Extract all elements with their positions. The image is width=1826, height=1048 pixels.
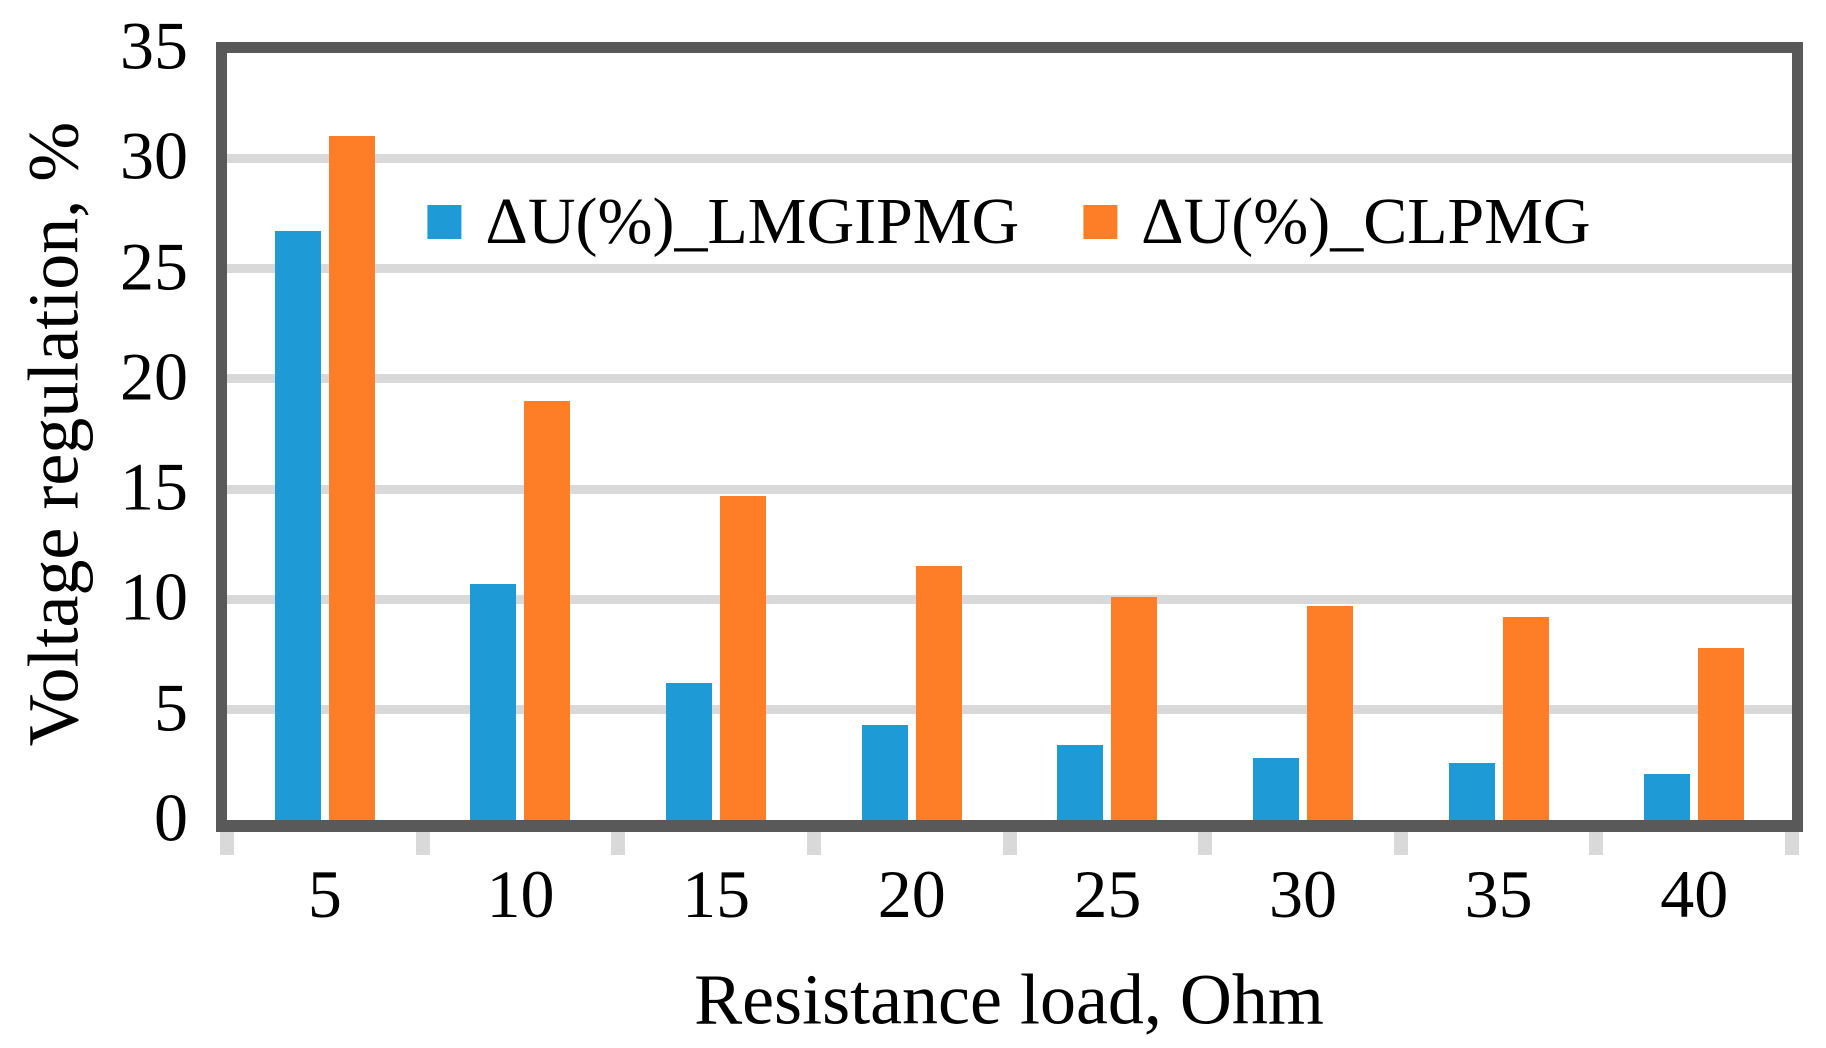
x-tick-mark-1 — [415, 832, 430, 855]
bar-lmgipmg-30 — [1252, 758, 1299, 820]
bar-clpmg-10 — [524, 400, 571, 820]
x-tick-mark-0 — [220, 832, 234, 855]
bar-clpmg-40 — [1698, 647, 1745, 820]
x-tick-mark-7 — [1589, 832, 1604, 855]
x-tick-label-20: 20 — [877, 856, 946, 932]
y-tick-label-20: 20 — [120, 338, 188, 415]
gridline-20 — [227, 374, 1792, 384]
bar-clpmg-30 — [1306, 606, 1353, 820]
bar-lmgipmg-5 — [274, 231, 321, 820]
gridline-25 — [227, 264, 1792, 274]
gridline-5 — [227, 705, 1792, 715]
y-axis-title: Voltage regulation, % — [13, 121, 94, 747]
bar-clpmg-25 — [1111, 597, 1158, 820]
x-tick-mark-6 — [1393, 832, 1408, 855]
bar-clpmg-5 — [328, 136, 375, 820]
y-tick-label-5: 5 — [154, 668, 188, 745]
x-tick-mark-8 — [1785, 832, 1799, 855]
gridline-30 — [227, 153, 1792, 163]
legend-swatch-orange — [1083, 205, 1118, 239]
legend-item-lmgipmg: ΔU(%)_LMGIPMG — [427, 189, 1019, 255]
y-tick-label-15: 15 — [120, 448, 188, 525]
bar-clpmg-20 — [915, 566, 962, 820]
plot-frame — [216, 42, 1803, 832]
bar-lmgipmg-10 — [470, 583, 517, 820]
legend-item-clpmg: ΔU(%)_CLPMG — [1083, 185, 1591, 258]
x-tick-label-40: 40 — [1660, 856, 1729, 932]
x-tick-mark-4 — [1002, 832, 1017, 855]
gridline-15 — [227, 484, 1792, 494]
y-tick-label-25: 25 — [120, 227, 188, 304]
bar-lmgipmg-25 — [1057, 745, 1104, 820]
x-tick-mark-2 — [611, 832, 626, 855]
bar-lmgipmg-40 — [1644, 773, 1691, 820]
bar-lmgipmg-35 — [1448, 762, 1495, 820]
x-tick-label-10: 10 — [486, 856, 555, 932]
x-tick-label-5: 5 — [307, 856, 342, 932]
gridline-10 — [227, 594, 1792, 604]
legend-label-clpmg: ΔU(%)_CLPMG — [1141, 185, 1591, 258]
bar-lmgipmg-15 — [666, 683, 713, 820]
legend-swatch-blue — [427, 205, 462, 239]
x-axis-title: Resistance load, Ohm — [694, 959, 1324, 1040]
y-tick-label-10: 10 — [120, 558, 188, 635]
y-tick-label-35: 35 — [120, 7, 188, 84]
x-tick-label-35: 35 — [1464, 856, 1533, 932]
x-tick-label-25: 25 — [1073, 856, 1142, 932]
bar-lmgipmg-20 — [861, 725, 908, 820]
x-tick-mark-3 — [806, 832, 821, 855]
bar-clpmg-35 — [1502, 617, 1549, 820]
y-tick-label-0: 0 — [154, 779, 188, 856]
x-tick-mark-5 — [1198, 832, 1213, 855]
x-tick-label-30: 30 — [1268, 856, 1337, 932]
legend-label-lmgipmg: ΔU(%)_LMGIPMG — [485, 185, 1020, 258]
y-tick-label-30: 30 — [120, 117, 188, 194]
legend: ΔU(%)_LMGIPMG ΔU(%)_CLPMG — [427, 185, 1591, 258]
x-tick-label-15: 15 — [682, 856, 751, 932]
bar-clpmg-15 — [720, 495, 767, 820]
